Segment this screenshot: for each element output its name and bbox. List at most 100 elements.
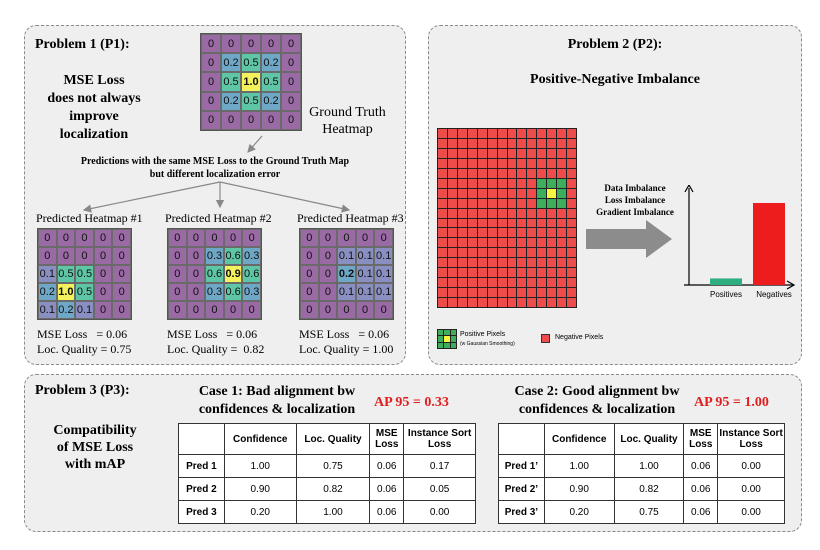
predicted-heatmap-cell: 0	[318, 283, 338, 301]
row-label: Pred 1’	[498, 454, 545, 478]
negative-pixel	[487, 228, 497, 238]
negative-pixel	[527, 278, 537, 288]
negative-pixel	[438, 178, 447, 188]
negative-pixel	[438, 288, 447, 298]
predicted-heatmap-cell: 0.3	[242, 247, 261, 265]
negative-pixel	[438, 278, 447, 288]
negative-pixel	[467, 178, 477, 188]
predicted-heatmap-cell: 0.1	[374, 265, 393, 283]
negative-pixel	[547, 218, 557, 228]
negative-pixel	[438, 218, 447, 228]
arrow-gt-to-caption	[247, 135, 263, 153]
bar-negatives	[753, 203, 785, 285]
negative-pixel	[477, 218, 487, 228]
table-cell: 1.00	[543, 454, 615, 478]
p3-claim: Compatibility of MSE Loss with mAP	[40, 422, 150, 473]
negative-pixel	[467, 148, 477, 158]
negative-pixel	[457, 268, 467, 278]
negative-pixel	[497, 258, 507, 268]
table-header-cell: Instance Sort Loss	[403, 423, 476, 455]
negative-pixel	[567, 238, 576, 248]
p3-title: Problem 3 (P3):	[35, 383, 130, 398]
predicted-heatmap-cell: 0.1	[38, 265, 57, 283]
predicted-heatmap-cell: 0	[318, 265, 338, 283]
predicted-heatmap-cell: 0	[112, 265, 131, 283]
predicted-heatmap-cell: 0.9	[223, 265, 243, 283]
negative-pixel	[517, 168, 527, 178]
negative-pixel	[567, 288, 576, 298]
predicted-heatmap-cell: 0	[242, 301, 261, 319]
gt-heatmap-cell: 0	[221, 110, 241, 130]
negative-pixel	[507, 158, 517, 168]
negative-pixel	[497, 268, 507, 278]
predicted-heatmap-cell: 0	[112, 247, 131, 265]
negative-pixel	[527, 208, 537, 218]
negative-pixel	[517, 258, 527, 268]
table-header-cell: Instance Sort Loss	[717, 423, 785, 455]
p3-claim-line: Compatibility	[53, 423, 137, 438]
positive-pixel	[537, 198, 547, 208]
negative-pixel	[467, 208, 477, 218]
negative-pixel	[438, 208, 447, 218]
negative-pixel	[567, 298, 576, 307]
bar-positives	[710, 278, 742, 285]
negative-pixel	[438, 148, 447, 158]
negative-pixel	[487, 248, 497, 258]
gt-heatmap-cell: 0.5	[241, 53, 261, 73]
negative-pixel	[487, 158, 497, 168]
pred2-title: Predicted Heatmap #2	[165, 211, 272, 225]
negative-pixel	[447, 208, 457, 218]
negative-pixel	[547, 288, 557, 298]
table-row: Pred 1 1.00 0.75 0.06 0.17	[178, 454, 476, 478]
negative-pixel	[457, 238, 467, 248]
gt-heatmap-label-line: Ground Truth	[309, 105, 386, 120]
negative-pixel	[438, 138, 447, 148]
table-cell: 1.00	[295, 500, 371, 524]
predicted-heatmap-cell: 0	[300, 283, 319, 301]
gt-heatmap-cell: 0	[241, 110, 261, 130]
negative-pixel	[517, 248, 527, 258]
negative-pixel	[557, 168, 567, 178]
predicted-heatmap-cell: 0	[93, 301, 113, 319]
negative-pixel	[457, 258, 467, 268]
negative-pixel	[487, 129, 497, 138]
imbalance-bar-chart	[684, 185, 796, 290]
negative-pixel	[537, 298, 547, 307]
gt-heatmap-label-line: Heatmap	[322, 122, 373, 137]
gt-heatmap-cell: 0	[201, 72, 221, 92]
predicted-heatmap-cell: 0	[186, 247, 206, 265]
table-cell: 0.90	[223, 477, 297, 501]
negative-pixel	[567, 129, 576, 138]
table-cell: 0.90	[543, 477, 615, 501]
negative-pixel	[517, 238, 527, 248]
negative-pixel	[527, 258, 537, 268]
pred2-loc-quality: Loc. Quality = 0.82	[167, 342, 265, 356]
negative-pixel	[477, 198, 487, 208]
table-row: Pred 2’ 0.90 0.82 0.06 0.00	[498, 477, 785, 501]
gt-heatmap-cell: 0	[261, 34, 281, 54]
negative-pixel	[497, 248, 507, 258]
negative-pixel	[487, 298, 497, 307]
negative-pixel	[547, 168, 557, 178]
negative-pixel	[567, 138, 576, 148]
pred1-loc-quality: Loc. Quality = 0.75	[37, 342, 132, 356]
negative-pixel	[477, 188, 487, 198]
negative-pixel	[567, 158, 576, 168]
predicted-heatmap-cell: 0	[93, 283, 113, 301]
negative-pixel	[477, 168, 487, 178]
negative-pixel	[497, 168, 507, 178]
gt-heatmap-cell: 0.5	[221, 72, 241, 92]
predicted-heatmap-cell: 1.0	[56, 283, 76, 301]
predicted-heatmap-cell: 0.1	[337, 247, 356, 265]
negative-pixel	[477, 258, 487, 268]
negative-pixel	[547, 148, 557, 158]
negative-pixel	[537, 148, 547, 158]
negative-pixel	[517, 218, 527, 228]
negative-pixel	[487, 258, 497, 268]
case1-ap: AP 95 = 0.33	[374, 395, 449, 410]
predicted-heatmap-cell: 0	[112, 229, 131, 247]
negative-pixel	[477, 268, 487, 278]
negative-pixel	[457, 278, 467, 288]
negative-pixel	[537, 268, 547, 278]
negative-pixel	[527, 268, 537, 278]
